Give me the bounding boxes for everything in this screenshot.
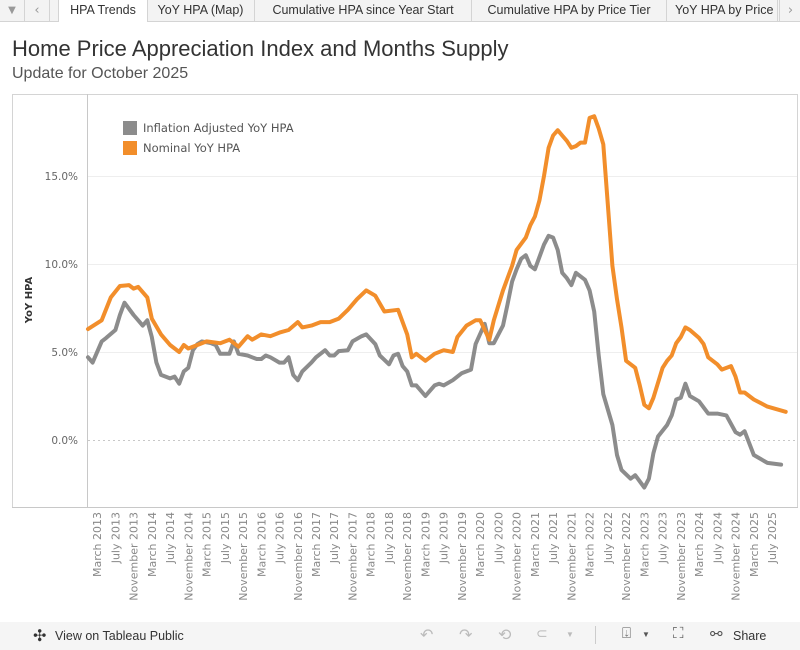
tableau-logo-icon[interactable]: ✣ <box>33 628 47 645</box>
x-tick-label: July 2017 <box>328 512 341 564</box>
x-tick-label: March 2021 <box>529 512 542 577</box>
download-icon[interactable]: ⍗ <box>622 625 632 642</box>
x-tick-label: July 2021 <box>547 512 560 564</box>
x-tick-label: November 2019 <box>456 512 469 601</box>
x-tick-label: March 2019 <box>419 512 432 577</box>
y-tick-label: 15.0% <box>45 171 78 183</box>
x-tick-label: November 2020 <box>511 512 524 601</box>
x-tick-label: March 2024 <box>693 512 706 577</box>
redo-icon[interactable]: ↷ <box>459 627 473 644</box>
tab-yoy-hpa-price[interactable]: YoY HPA by Price <box>667 0 778 21</box>
tab-bar: ▼ ‹ HPA Trends YoY HPA (Map) Cumulative … <box>0 0 800 22</box>
chevron-left-icon[interactable]: ‹ <box>25 0 50 21</box>
x-tick-label: November 2021 <box>565 512 578 601</box>
x-tick-label: November 2023 <box>675 512 688 601</box>
download-dropdown-icon[interactable]: ▼ <box>642 630 650 639</box>
x-tick-label: March 2016 <box>255 512 268 577</box>
line-chart: 0.0% 5.0% 10.0% 15.0% YoY HPA March 2013 Jul… <box>12 94 798 601</box>
x-tick-label: November 2016 <box>292 512 305 601</box>
x-tick-label: March 2020 <box>474 512 487 577</box>
x-tick-label: July 2018 <box>383 512 396 564</box>
toolbar-divider <box>595 626 596 644</box>
x-tick-label: July 2020 <box>492 512 505 564</box>
x-tick-label: November 2024 <box>730 512 743 601</box>
x-tick-label: July 2019 <box>438 512 451 564</box>
x-tick-label: July 2016 <box>274 512 287 564</box>
share-icon[interactable]: ⚯ <box>710 626 723 643</box>
x-tick-label: November 2017 <box>346 512 359 601</box>
view-on-tableau-public-link[interactable]: View on Tableau Public <box>55 629 184 643</box>
x-tick-label: November 2022 <box>620 512 633 601</box>
legend-swatch-nominal[interactable] <box>123 141 137 155</box>
tab-hpa-trends[interactable]: HPA Trends <box>58 0 148 22</box>
page-title: Home Price Appreciation Index and Months… <box>12 36 509 61</box>
y-tick-label: 10.0% <box>45 259 78 271</box>
page-subtitle: Update for October 2025 <box>12 65 189 82</box>
y-tick-label: 5.0% <box>51 347 78 359</box>
x-tick-label: March 2017 <box>310 512 323 577</box>
tab-cumulative-hpa-year-start[interactable]: Cumulative HPA since Year Start <box>255 0 472 21</box>
x-tick-label: November 2015 <box>237 512 250 601</box>
x-tick-label: November 2013 <box>128 512 141 601</box>
y-axis-title: YoY HPA <box>24 277 35 325</box>
x-tick-label: March 2022 <box>584 512 597 577</box>
series-line-inflation-adjusted[interactable] <box>86 233 784 490</box>
refresh-icon[interactable]: ⊂ <box>536 625 548 641</box>
tab-cumulative-hpa-price-tier[interactable]: Cumulative HPA by Price Tier <box>472 0 667 21</box>
tab-yoy-hpa-map[interactable]: YoY HPA (Map) <box>147 0 255 21</box>
revert-icon[interactable]: ⟲ <box>498 627 512 644</box>
x-tick-label: March 2018 <box>365 512 378 577</box>
x-tick-label: July 2025 <box>766 512 779 564</box>
legend-label-inflation-adjusted[interactable]: Inflation Adjusted YoY HPA <box>143 121 294 135</box>
toolbar: ✣ View on Tableau Public ↶ ↷ ⟲ ⊂ ▼ ⍗ ▼ ⛶… <box>0 622 800 650</box>
x-tick-label: March 2025 <box>748 512 761 577</box>
x-tick-label: March 2015 <box>201 512 214 577</box>
x-tick-label: November 2014 <box>182 512 195 601</box>
x-tick-label: March 2013 <box>91 512 104 577</box>
x-tick-label: July 2023 <box>657 512 670 564</box>
x-tick-label: July 2014 <box>164 512 177 564</box>
share-button[interactable]: Share <box>733 629 767 643</box>
x-tick-label: July 2013 <box>109 512 122 564</box>
x-tick-label: July 2015 <box>219 512 232 564</box>
x-tick-label: March 2014 <box>146 512 159 577</box>
legend-swatch-inflation-adjusted[interactable] <box>123 121 137 135</box>
legend-label-nominal[interactable]: Nominal YoY HPA <box>143 141 240 155</box>
undo-icon[interactable]: ↶ <box>420 627 434 644</box>
refresh-dropdown-icon[interactable]: ▼ <box>566 630 574 639</box>
chevron-right-icon[interactable]: › <box>779 0 800 21</box>
x-tick-label: July 2024 <box>711 512 724 564</box>
x-tick-label: July 2022 <box>602 512 615 564</box>
caret-down-icon[interactable]: ▼ <box>0 0 25 21</box>
series-line-nominal[interactable] <box>86 114 788 414</box>
fullscreen-icon[interactable]: ⛶ <box>673 625 684 642</box>
x-tick-label: March 2023 <box>638 512 651 577</box>
x-tick-label: November 2018 <box>401 512 414 601</box>
legend: Inflation Adjusted YoY HPA Nominal YoY H… <box>123 121 294 155</box>
y-tick-label: 0.0% <box>51 435 78 447</box>
